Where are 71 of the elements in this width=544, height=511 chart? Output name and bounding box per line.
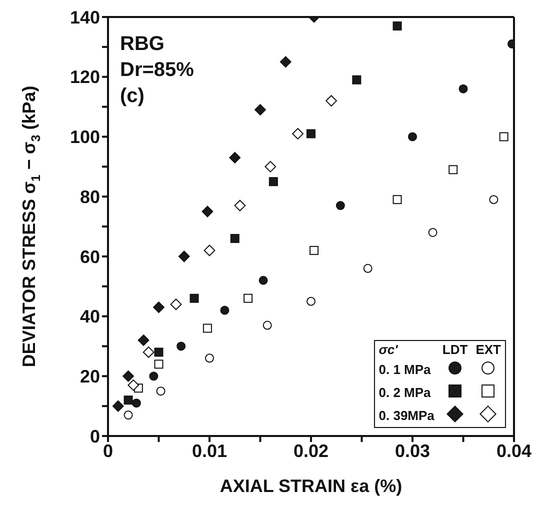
point: [176, 342, 186, 351]
annotation: EXT: [474, 341, 502, 358]
point: [264, 160, 276, 172]
point: [392, 195, 402, 204]
point: [363, 264, 372, 273]
point: [142, 346, 154, 358]
x-tick-label: 0.01: [192, 440, 228, 461]
point: [306, 296, 316, 306]
y-tick-label: 80: [80, 186, 100, 207]
point: [190, 294, 199, 303]
point: [156, 386, 166, 396]
point: [138, 334, 150, 346]
point: [352, 75, 362, 84]
y-tick-label: 20: [80, 366, 100, 387]
y-tick-label: 40: [80, 306, 100, 327]
annotation: LDT: [441, 341, 469, 358]
point: [149, 372, 158, 381]
legend-title: σc': [378, 341, 399, 358]
point: [234, 200, 246, 212]
point: [122, 370, 134, 382]
point: [170, 298, 182, 310]
point: [202, 324, 212, 333]
point: [205, 354, 214, 363]
point: [310, 246, 319, 255]
point: [132, 398, 141, 408]
annotation: Dr=85%: [120, 58, 194, 83]
point: [280, 56, 292, 68]
y-tick-label: 60: [80, 246, 100, 267]
point: [202, 206, 214, 218]
point: [458, 84, 468, 94]
point: [336, 201, 345, 210]
point: [178, 250, 190, 262]
point: [230, 234, 240, 243]
point: [408, 132, 417, 142]
point: [204, 244, 216, 256]
point: [124, 396, 133, 405]
legend-label: 0. 39MPa: [378, 407, 436, 425]
y-tick-label: 0: [90, 426, 100, 446]
annotation: RBG: [120, 32, 166, 57]
y-tick-label: 140: [70, 7, 100, 28]
point: [448, 165, 458, 174]
point: [244, 294, 253, 303]
point: [262, 320, 272, 330]
y-tick-label: 120: [70, 67, 100, 88]
point: [268, 177, 278, 186]
point: [306, 129, 316, 138]
point: [326, 95, 337, 106]
point: [254, 104, 266, 116]
point: [489, 195, 498, 204]
point: [220, 306, 230, 315]
point: [292, 128, 304, 140]
x-tick-label: 0.02: [293, 440, 329, 461]
point: [154, 360, 164, 369]
point: [124, 410, 133, 420]
annotation: (c): [120, 84, 146, 109]
legend-label: 0. 2 MPa: [378, 384, 432, 402]
point: [258, 276, 268, 285]
y-tick-label: 100: [70, 127, 100, 148]
legend-label: 0. 1 MPa: [378, 361, 432, 379]
x-tick-label: 0.04: [496, 440, 532, 461]
point: [153, 302, 164, 314]
point: [154, 348, 164, 357]
point: [112, 400, 124, 412]
point: [229, 152, 241, 164]
point: [392, 21, 402, 30]
point: [499, 132, 508, 142]
point: [428, 228, 438, 237]
x-tick-label: 0: [102, 440, 114, 461]
point: [128, 379, 140, 391]
x-axis-title: AXIAL STRAIN εa (%): [220, 476, 402, 496]
x-tick-label: 0.03: [394, 440, 430, 461]
